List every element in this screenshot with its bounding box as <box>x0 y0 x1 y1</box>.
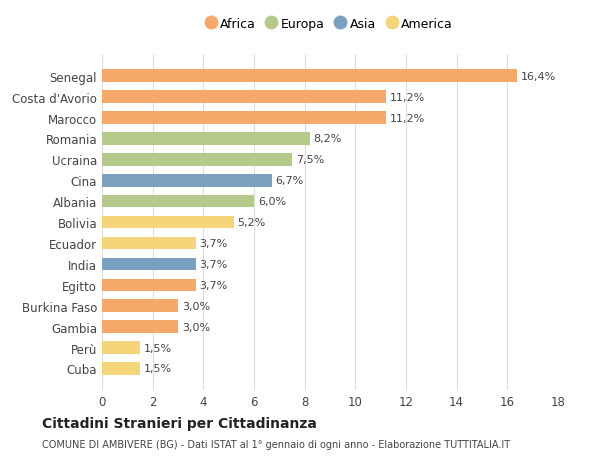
Text: 8,2%: 8,2% <box>314 134 342 144</box>
Bar <box>102 216 234 229</box>
Text: 11,2%: 11,2% <box>389 92 425 102</box>
Text: COMUNE DI AMBIVERE (BG) - Dati ISTAT al 1° gennaio di ogni anno - Elaborazione T: COMUNE DI AMBIVERE (BG) - Dati ISTAT al … <box>42 440 510 449</box>
Bar <box>102 174 272 187</box>
Text: 1,5%: 1,5% <box>144 364 172 374</box>
Text: 3,0%: 3,0% <box>182 322 210 332</box>
Text: 16,4%: 16,4% <box>521 72 557 82</box>
Bar <box>102 154 292 166</box>
Bar <box>102 363 140 375</box>
Bar <box>102 341 140 354</box>
Bar <box>102 112 386 124</box>
Bar <box>102 237 196 250</box>
Bar <box>102 70 517 83</box>
Bar <box>102 279 196 291</box>
Text: 3,0%: 3,0% <box>182 301 210 311</box>
Bar <box>102 91 386 104</box>
Legend: Africa, Europa, Asia, America: Africa, Europa, Asia, America <box>208 18 452 31</box>
Text: 6,0%: 6,0% <box>258 197 286 207</box>
Text: 11,2%: 11,2% <box>389 113 425 123</box>
Bar <box>102 196 254 208</box>
Text: Cittadini Stranieri per Cittadinanza: Cittadini Stranieri per Cittadinanza <box>42 416 317 430</box>
Text: 5,2%: 5,2% <box>238 218 266 228</box>
Text: 7,5%: 7,5% <box>296 155 324 165</box>
Text: 3,7%: 3,7% <box>200 280 228 290</box>
Bar <box>102 133 310 146</box>
Bar <box>102 321 178 333</box>
Text: 3,7%: 3,7% <box>200 259 228 269</box>
Text: 1,5%: 1,5% <box>144 343 172 353</box>
Bar <box>102 258 196 271</box>
Text: 6,7%: 6,7% <box>275 176 304 186</box>
Text: 3,7%: 3,7% <box>200 239 228 248</box>
Bar <box>102 300 178 312</box>
